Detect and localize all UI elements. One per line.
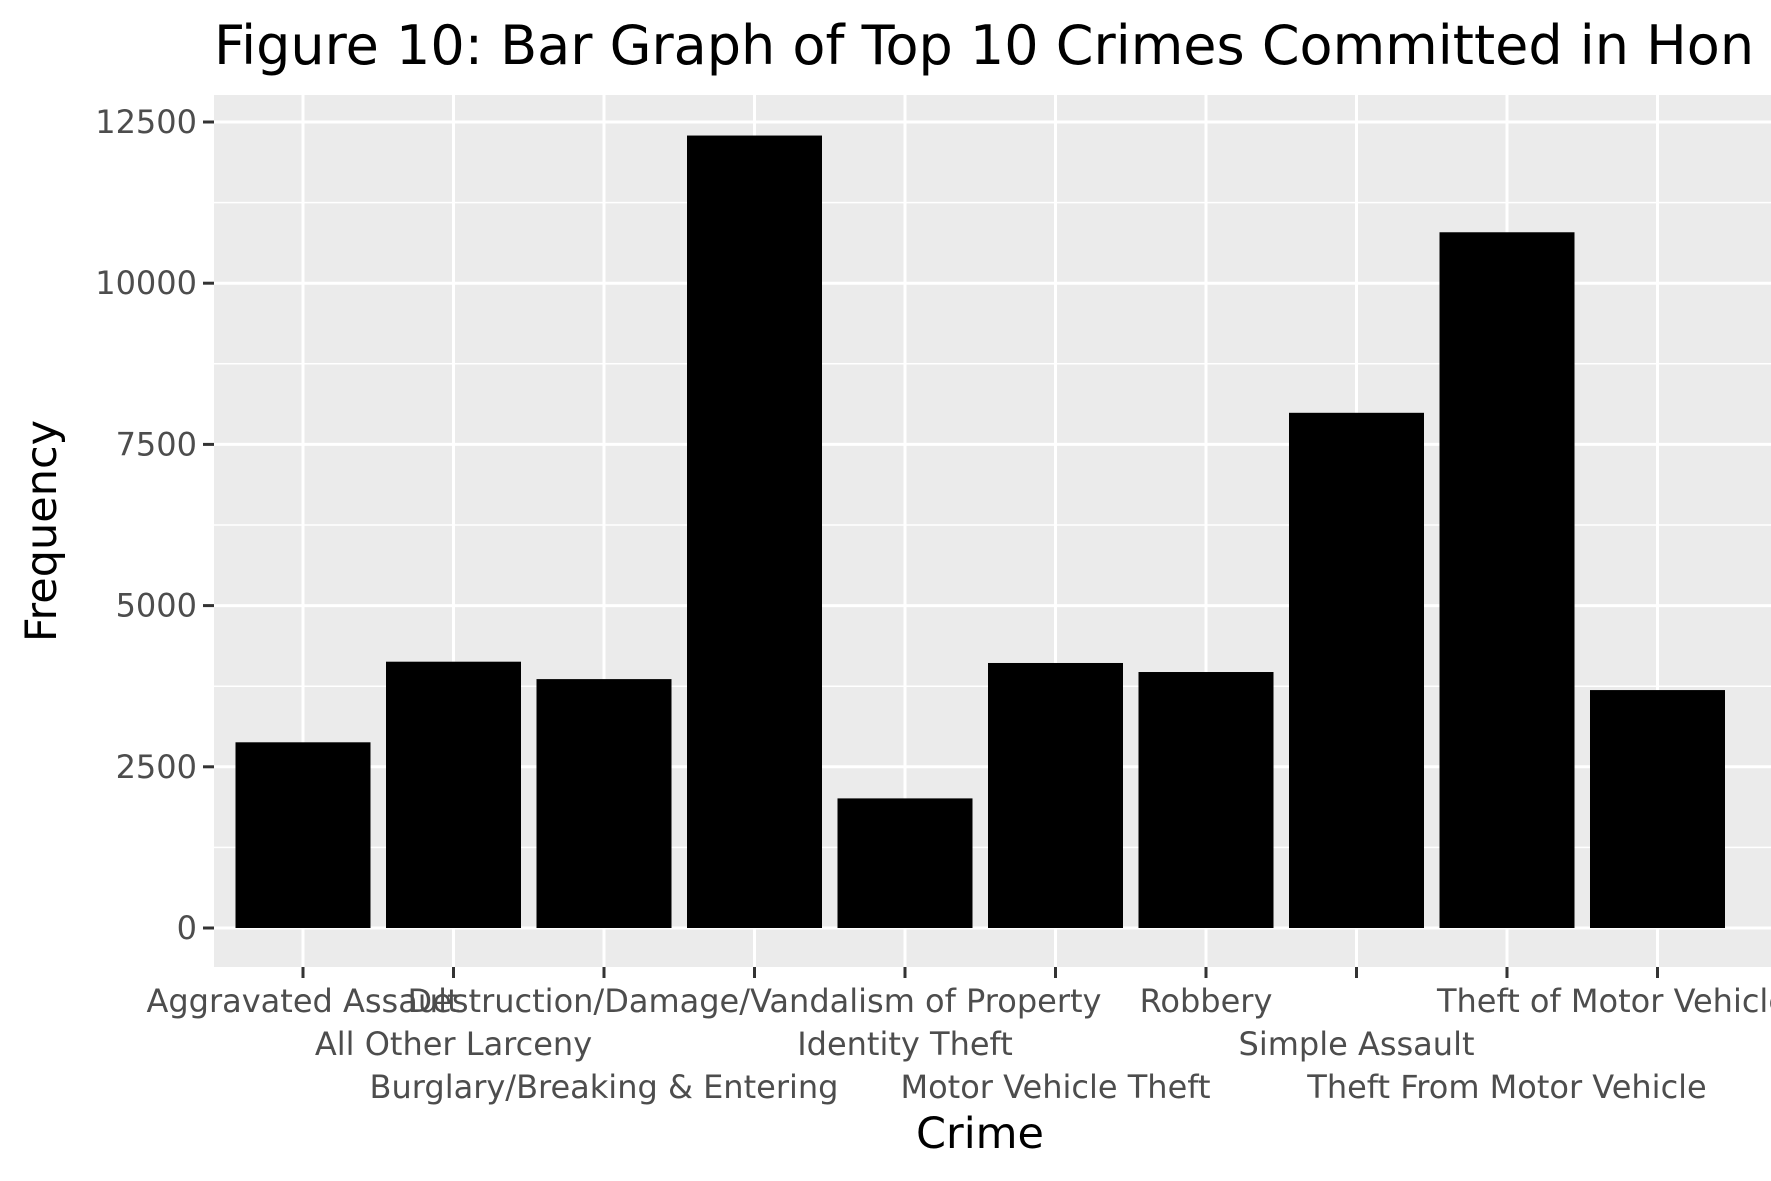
bar (1439, 232, 1575, 928)
x-axis-title: Crime (916, 1109, 1044, 1159)
y-tick-label: 7500 (116, 425, 197, 463)
bar (386, 661, 521, 928)
y-tick-label: 5000 (116, 587, 197, 625)
y-tick-label: 10000 (95, 264, 197, 302)
y-tick-label: 0 (177, 909, 197, 947)
bar (1590, 690, 1725, 928)
bar (235, 742, 371, 928)
x-tick-label: Robbery (1140, 982, 1273, 1020)
x-axis-ticks: Aggravated Assault All Other Larceny Burgl… (146, 967, 1771, 1106)
y-tick-label: 12500 (95, 103, 197, 141)
bar (687, 135, 822, 929)
x-tick-label: Theft From Motor Vehicle (1306, 1068, 1706, 1106)
bars (235, 135, 1725, 929)
x-tick-label: Burglary/Breaking & Entering (370, 1068, 839, 1106)
x-tick-label: Motor Vehicle Theft (900, 1068, 1210, 1106)
x-tick-label: Simple Assault (1239, 1025, 1475, 1063)
bar (988, 662, 1123, 928)
bar (837, 798, 973, 928)
x-tick-label: Destruction/Damage/Vandalism of Property (408, 982, 1102, 1020)
x-tick-label: Theft of Motor Vehicle Parts (1436, 982, 1771, 1020)
x-tick-label: Identity Theft (797, 1025, 1013, 1063)
x-tick-label: Aggravated Assault (146, 982, 459, 1020)
y-axis-title: Frequency (17, 420, 67, 642)
bar (1289, 412, 1424, 928)
y-tick-label: 2500 (116, 748, 197, 786)
x-tick-label: All Other Larceny (315, 1025, 592, 1063)
y-axis-ticks: 0 2500 5000 7500 10000 12500 (95, 103, 214, 947)
chart-title: Figure 10: Bar Graph of Top 10 Crimes Co… (214, 14, 1754, 77)
bar (1138, 672, 1274, 928)
bar (536, 679, 672, 928)
